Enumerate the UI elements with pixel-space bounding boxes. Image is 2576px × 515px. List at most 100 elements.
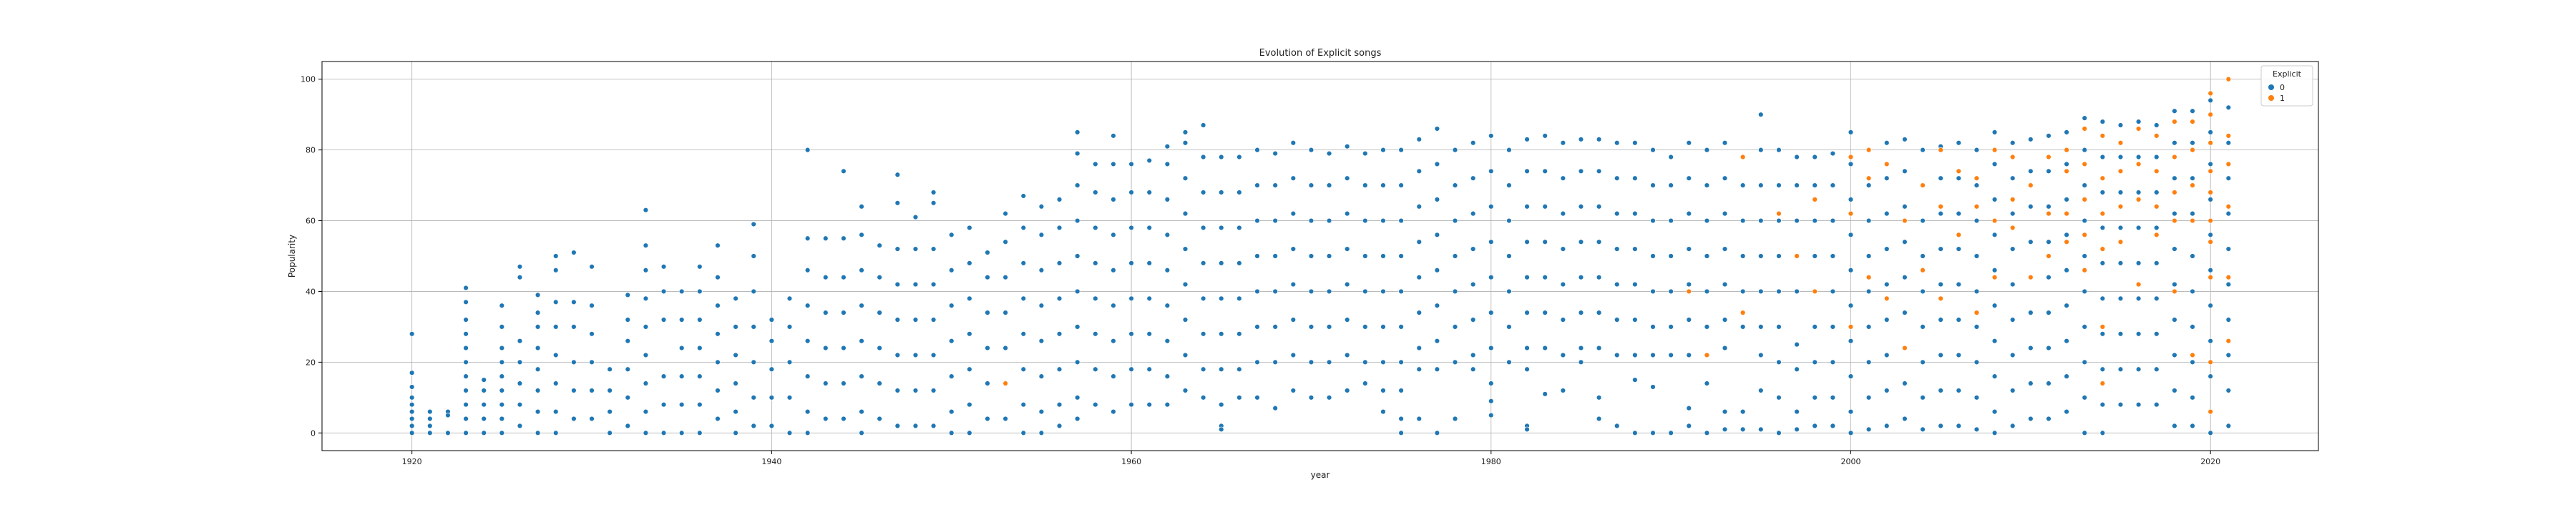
data-point bbox=[1956, 210, 1961, 217]
data-point bbox=[463, 299, 469, 305]
data-point bbox=[535, 324, 541, 330]
data-point bbox=[1128, 331, 1134, 337]
data-point bbox=[1254, 147, 1260, 153]
data-point bbox=[2028, 137, 2034, 142]
data-point bbox=[1128, 295, 1134, 302]
data-point bbox=[1416, 310, 1422, 315]
data-point bbox=[517, 338, 523, 344]
data-point bbox=[1938, 281, 1943, 288]
data-point bbox=[2225, 317, 2232, 323]
data-point bbox=[1812, 359, 1818, 366]
data-point bbox=[2082, 359, 2087, 366]
data-point bbox=[786, 395, 793, 401]
data-point bbox=[786, 324, 793, 330]
data-point bbox=[1380, 408, 1386, 415]
data-point bbox=[1182, 388, 1189, 393]
data-point bbox=[2207, 274, 2213, 280]
data-point bbox=[1488, 310, 1494, 315]
data-point bbox=[463, 345, 469, 351]
data-point bbox=[2154, 122, 2160, 128]
data-point bbox=[1704, 288, 1710, 295]
data-point bbox=[894, 317, 901, 323]
data-point bbox=[1434, 232, 1440, 238]
data-point bbox=[1614, 317, 1620, 323]
data-point bbox=[804, 268, 811, 273]
data-point bbox=[859, 408, 864, 415]
data-point bbox=[1380, 182, 1386, 188]
data-point bbox=[1182, 246, 1189, 252]
data-point bbox=[697, 430, 703, 436]
data-point bbox=[1740, 324, 1746, 330]
data-point bbox=[1668, 253, 1674, 259]
data-point bbox=[1219, 154, 1224, 160]
data-point bbox=[1416, 366, 1422, 372]
data-point bbox=[894, 281, 901, 288]
data-point bbox=[1974, 204, 1980, 210]
data-point bbox=[1093, 190, 1098, 195]
data-point bbox=[2099, 260, 2106, 266]
data-point bbox=[930, 352, 937, 358]
data-point bbox=[1974, 324, 1980, 330]
data-point bbox=[1776, 430, 1782, 436]
data-point bbox=[2154, 154, 2160, 160]
data-point bbox=[1776, 288, 1782, 295]
data-point bbox=[1434, 268, 1440, 273]
data-point bbox=[1974, 253, 1980, 259]
data-point bbox=[535, 310, 541, 315]
data-point bbox=[1848, 154, 1854, 160]
data-point bbox=[1345, 352, 1350, 358]
data-point bbox=[967, 402, 972, 408]
data-point bbox=[517, 402, 523, 408]
data-point bbox=[2010, 317, 2016, 323]
data-point bbox=[2135, 225, 2142, 231]
data-point bbox=[1506, 324, 1512, 330]
data-point bbox=[1146, 157, 1152, 164]
data-point bbox=[1991, 147, 1998, 153]
data-point bbox=[1848, 324, 1854, 330]
data-point bbox=[1865, 288, 1872, 295]
data-point bbox=[912, 317, 919, 323]
data-point bbox=[1884, 423, 1890, 429]
data-point bbox=[535, 366, 541, 372]
data-point bbox=[463, 359, 469, 366]
data-point bbox=[1542, 239, 1548, 245]
data-point bbox=[912, 281, 919, 288]
data-point bbox=[445, 412, 451, 418]
data-point bbox=[1470, 210, 1476, 217]
data-point bbox=[1128, 225, 1134, 231]
data-point bbox=[660, 373, 667, 379]
data-point bbox=[2010, 352, 2016, 358]
data-point bbox=[1650, 384, 1656, 390]
data-point bbox=[1236, 190, 1242, 195]
data-point bbox=[1560, 175, 1566, 181]
data-point bbox=[1452, 182, 1458, 188]
data-point bbox=[535, 430, 541, 436]
data-point bbox=[1380, 253, 1386, 259]
data-point bbox=[427, 423, 433, 429]
y-tick-label: 60 bbox=[306, 217, 316, 226]
data-point bbox=[2010, 281, 2016, 288]
data-point bbox=[2046, 381, 2051, 386]
data-point bbox=[1632, 377, 1638, 383]
data-point bbox=[1758, 217, 1764, 224]
data-point bbox=[823, 381, 829, 386]
data-point bbox=[1398, 147, 1404, 153]
legend-marker-0 bbox=[2268, 84, 2274, 90]
data-point bbox=[841, 310, 847, 315]
data-point bbox=[2190, 119, 2195, 124]
data-point bbox=[1812, 197, 1818, 202]
data-point bbox=[1362, 150, 1368, 157]
data-point bbox=[1380, 217, 1386, 224]
data-point bbox=[1920, 217, 1926, 224]
data-point bbox=[2154, 168, 2160, 175]
data-point bbox=[1920, 182, 1926, 188]
data-point bbox=[1416, 204, 1422, 210]
data-point bbox=[949, 373, 955, 379]
data-point bbox=[1956, 232, 1961, 238]
data-point bbox=[1812, 154, 1818, 160]
data-point bbox=[517, 381, 523, 386]
data-point bbox=[697, 288, 703, 295]
x-tick-label: 2020 bbox=[2200, 457, 2220, 466]
data-point bbox=[1991, 268, 1998, 273]
data-point bbox=[967, 225, 972, 231]
